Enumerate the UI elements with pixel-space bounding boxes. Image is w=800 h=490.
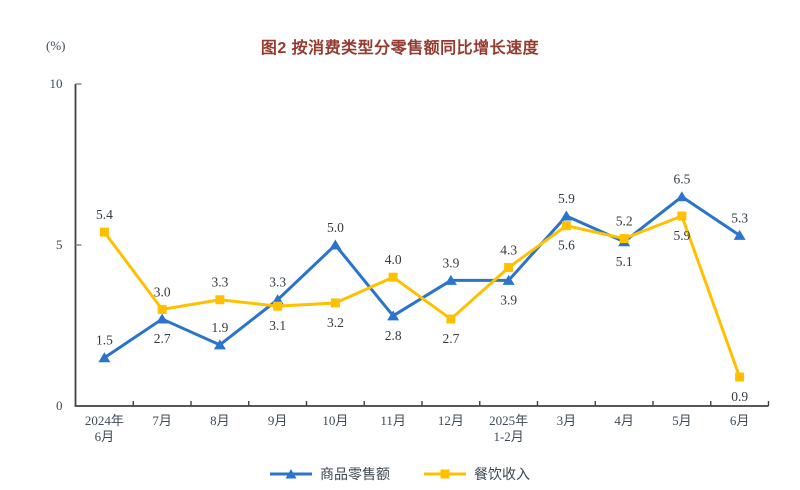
y-tick-label: 5 <box>56 237 63 252</box>
triangle-marker-icon <box>270 469 312 479</box>
x-tick-label: 11月 <box>380 413 406 428</box>
x-tick-label: 5月 <box>672 413 692 428</box>
x-tick-label: 10月 <box>322 413 348 428</box>
legend-item-goods-retail: 商品零售额 <box>270 464 390 484</box>
x-tick-label: 2024年 6月 <box>85 413 124 444</box>
data-point-marker <box>387 310 400 321</box>
data-point-label: 5.3 <box>731 210 748 225</box>
data-point-label: 5.0 <box>327 220 344 235</box>
data-point-marker <box>733 229 746 240</box>
data-point-marker <box>677 211 687 221</box>
data-point-label: 5.1 <box>616 254 633 269</box>
x-tick-label: 7月 <box>152 413 172 428</box>
data-point-marker <box>273 301 283 311</box>
data-point-label: 4.3 <box>500 243 517 258</box>
data-point-label: 3.3 <box>269 275 286 290</box>
data-point-marker <box>213 339 226 350</box>
x-tick-label: 3月 <box>557 413 577 428</box>
data-point-marker <box>561 221 571 231</box>
data-point-marker <box>504 263 514 273</box>
data-point-marker <box>329 239 342 250</box>
data-point-marker <box>675 191 688 202</box>
data-point-label: 2.8 <box>385 328 402 343</box>
y-tick-label: 0 <box>56 398 63 413</box>
data-point-label: 4.0 <box>385 252 402 267</box>
data-point-label: 3.2 <box>327 315 344 330</box>
x-tick-label: 12月 <box>438 413 464 428</box>
data-point-marker <box>157 304 167 314</box>
data-point-label: 2.7 <box>154 331 171 346</box>
x-tick-label: 6月 <box>730 413 750 428</box>
chart-title: 图2 按消费类型分零售额同比增长速度 <box>260 40 540 57</box>
y-axis-unit-label: (%) <box>46 38 66 53</box>
data-point-label: 2.7 <box>442 331 459 346</box>
chart-svg: 0 5 10 2024年 6月 7月 8月 9月 10月 11月 12月 2025年 1-2月 3月 4月 5… <box>50 76 770 444</box>
data-point-label: 3.0 <box>154 284 171 299</box>
legend-label: 餐饮收入 <box>474 468 530 483</box>
series-line-goods-retail <box>102 195 742 360</box>
data-point-marker <box>388 272 398 282</box>
square-marker-icon <box>424 469 466 479</box>
data-point-label: 0.9 <box>731 389 748 404</box>
data-point-marker <box>619 234 629 244</box>
data-point-label: 5.4 <box>96 207 113 222</box>
data-point-label: 3.9 <box>442 255 459 270</box>
data-point-label: 3.3 <box>211 275 228 290</box>
x-tick-label: 9月 <box>268 413 288 428</box>
x-tick-label: 2025年 1-2月 <box>489 413 528 444</box>
data-point-label: 5.6 <box>558 238 575 253</box>
data-point-marker <box>502 274 515 285</box>
data-point-marker <box>735 372 745 382</box>
legend-item-catering-revenue: 餐饮收入 <box>424 464 530 484</box>
data-point-marker <box>99 227 109 237</box>
y-tick-label: 10 <box>50 76 63 91</box>
data-point-marker <box>156 313 169 324</box>
series-line-catering-revenue <box>102 214 742 379</box>
data-point-label: 1.9 <box>211 320 228 335</box>
data-point-marker <box>444 274 457 285</box>
data-point-label: 5.2 <box>616 214 633 229</box>
legend: 商品零售额 餐饮收入 <box>0 460 800 488</box>
data-point-label: 5.9 <box>673 228 690 243</box>
data-point-marker <box>215 295 225 305</box>
legend-label: 商品零售额 <box>320 468 390 483</box>
data-point-marker <box>330 298 340 308</box>
data-point-marker <box>98 352 111 363</box>
data-point-label: 3.1 <box>269 318 286 333</box>
data-point-marker <box>446 314 456 324</box>
data-point-marker <box>560 210 573 221</box>
data-point-label: 3.9 <box>500 292 517 307</box>
data-point-label: 5.9 <box>558 191 575 206</box>
data-point-label: 1.5 <box>96 333 113 348</box>
x-tick-label: 8月 <box>210 413 230 428</box>
x-tick-label: 4月 <box>614 413 634 428</box>
data-point-label: 6.5 <box>673 172 690 187</box>
